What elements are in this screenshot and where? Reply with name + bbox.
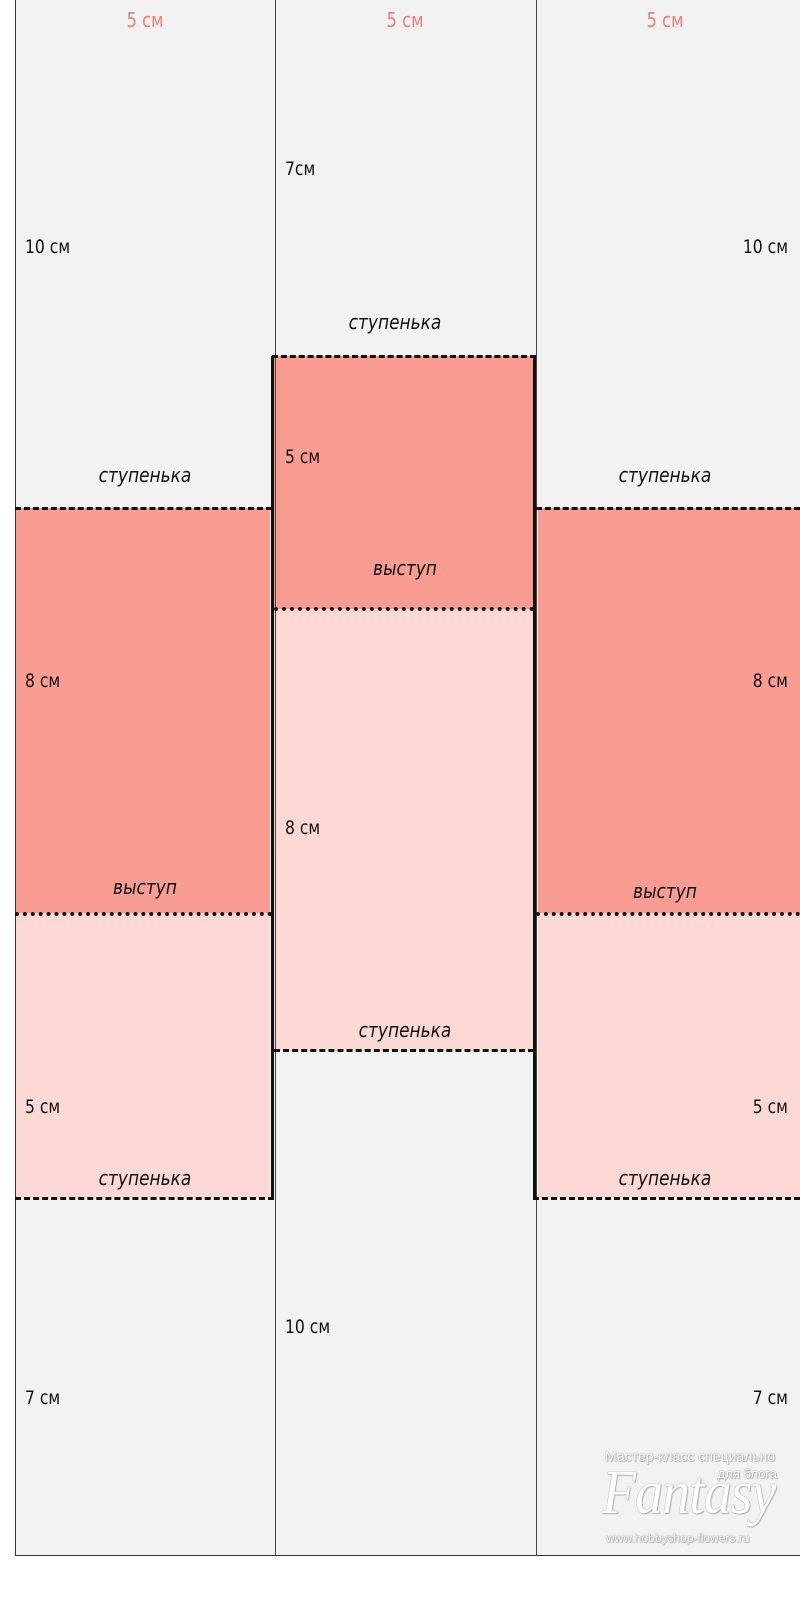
left-ledge-block <box>15 508 270 913</box>
fold-line-left-step-2 <box>15 1197 274 1200</box>
watermark-logo: Fantasy <box>602 1459 776 1527</box>
right-step-block <box>538 913 800 1198</box>
center-ledge-label: выступ <box>373 556 437 580</box>
center-step-label-2: ступенька <box>358 1018 452 1042</box>
right-step-label-2: ступенька <box>618 1166 712 1190</box>
left-dark-height: 8 см <box>25 670 61 692</box>
fold-line-left-step-1 <box>15 507 272 510</box>
left-width-label: 5 см <box>126 8 164 32</box>
right-step-label-1: ступенька <box>618 463 712 487</box>
fold-line-right-step-1 <box>536 507 800 510</box>
right-top-height: 10 см <box>742 236 788 258</box>
center-dark-height: 5 см <box>285 446 321 468</box>
fold-line-left-ledge <box>15 912 272 916</box>
left-top-height: 10 см <box>25 236 71 258</box>
cut-line-left <box>271 356 274 1200</box>
right-dark-height: 8 см <box>752 670 788 692</box>
center-step-label-1: ступенька <box>348 310 442 334</box>
watermark-line-2: для блога <box>717 1466 777 1481</box>
right-bottom-height: 7 см <box>752 1387 788 1409</box>
fold-line-center-step-2 <box>274 1049 534 1052</box>
fold-line-center-ledge <box>274 607 534 611</box>
right-light-height: 5 см <box>752 1096 788 1118</box>
watermark-line-1: Мастер-класс специально <box>605 1448 776 1464</box>
fold-line-right-step-2 <box>533 1197 800 1200</box>
center-top-height: 7см <box>285 158 316 180</box>
center-width-label: 5 см <box>386 8 424 32</box>
outer-frame <box>15 0 800 1556</box>
right-ledge-label: выступ <box>633 879 697 903</box>
center-light-height: 8 см <box>285 817 321 839</box>
left-light-height: 5 см <box>25 1096 61 1118</box>
right-width-label: 5 см <box>646 8 684 32</box>
center-step-block <box>272 609 534 1050</box>
left-step-label-1: ступенька <box>98 463 192 487</box>
left-bottom-height: 7 см <box>25 1387 61 1409</box>
left-step-block <box>15 913 270 1198</box>
separator-right <box>536 0 537 1555</box>
left-ledge-label: выступ <box>113 875 177 899</box>
cut-line-right <box>533 356 536 1200</box>
fold-line-center-step-1 <box>272 355 536 358</box>
right-ledge-block <box>538 508 800 913</box>
center-bottom-height: 10 см <box>285 1316 331 1338</box>
center-ledge-block <box>272 356 534 609</box>
watermark-url: www.hobbyshop-flowers.ru <box>606 1531 750 1545</box>
fold-line-right-ledge <box>536 912 800 916</box>
left-step-label-2: ступенька <box>98 1166 192 1190</box>
separator-left <box>275 0 276 1555</box>
